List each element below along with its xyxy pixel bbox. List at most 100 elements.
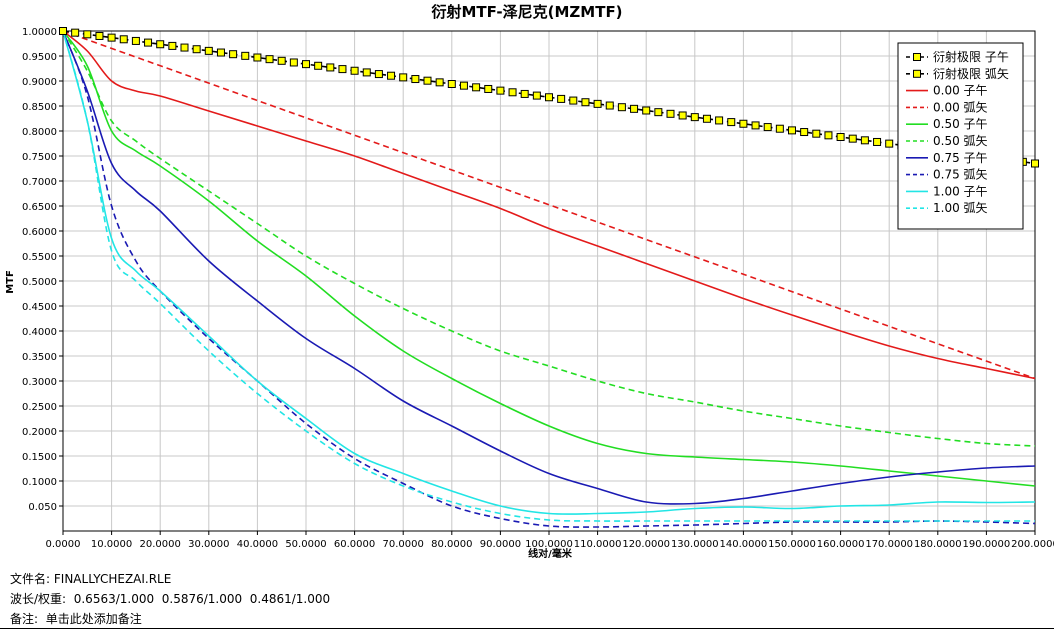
x-tick-label: 40.0000 [237, 539, 278, 550]
y-tick-label: 0.7000 [22, 177, 57, 188]
series-marker [812, 129, 821, 138]
series-marker [690, 113, 699, 122]
x-tick-label: 60.0000 [334, 539, 375, 550]
series-marker [581, 98, 590, 107]
series-marker [71, 28, 80, 37]
x-tick-label: 30.0000 [188, 539, 229, 550]
series-marker [678, 111, 687, 120]
y-tick-label: 1.0000 [22, 27, 57, 38]
series-marker [848, 134, 857, 143]
series-marker [204, 46, 213, 55]
x-tick-label: 90.0000 [480, 539, 521, 550]
series-marker [277, 56, 286, 65]
y-tick-label: 0.6500 [22, 202, 57, 213]
series-marker [399, 73, 408, 82]
file-name-label: 文件名: [10, 572, 51, 586]
x-axis-label: 线对/毫米 [528, 547, 573, 560]
x-tick-label: 190.0000 [963, 539, 1011, 550]
series-marker [95, 31, 104, 40]
y-tick-label: 0.9000 [22, 77, 57, 88]
x-tick-label: 130.0000 [671, 539, 719, 550]
series-marker [131, 36, 140, 45]
x-tick-label: 170.0000 [865, 539, 913, 550]
series-line-6 [62, 30, 1036, 505]
legend-label: 衍射极限 子午 [933, 49, 1009, 64]
series-marker [472, 83, 481, 92]
y-tick-label: 0.7500 [22, 152, 57, 163]
series-marker [885, 139, 894, 148]
x-tick-label: 50.0000 [285, 539, 326, 550]
note-value[interactable]: 单击此处添加备注 [45, 612, 142, 626]
series-marker [508, 88, 517, 97]
series-marker [484, 84, 493, 93]
y-tick-label: 0.3000 [22, 377, 57, 388]
series-marker [727, 118, 736, 127]
series-marker [180, 43, 189, 52]
series-marker [569, 96, 578, 105]
series-marker [593, 99, 602, 108]
wavelength-value: 0.6563/1.000 0.5876/1.000 0.4861/1.000 [73, 592, 331, 606]
axis-ticks: 0.0000 10.0000 20.0000 30.0000 40.0000 50.000… [22, 27, 1054, 550]
note-row[interactable]: 备注: 单击此处添加备注 [10, 610, 142, 627]
series-line-7 [62, 30, 1036, 528]
series-marker [873, 137, 882, 146]
series-marker [192, 45, 201, 54]
series-marker [630, 104, 639, 113]
series-marker [265, 55, 274, 64]
series-marker [557, 94, 566, 103]
legend-marker [913, 53, 921, 61]
series-marker [168, 41, 177, 50]
series-marker [751, 121, 760, 130]
series-marker [156, 40, 165, 49]
series-marker [144, 38, 153, 47]
series-marker [253, 53, 262, 62]
series-marker [617, 103, 626, 112]
y-tick-label: 0.5000 [22, 277, 57, 288]
x-tick-label: 100.0000 [525, 539, 573, 550]
series-marker [107, 33, 116, 42]
series-marker [326, 63, 335, 72]
x-tick-label: 20.0000 [140, 539, 181, 550]
series-marker [545, 93, 553, 102]
y-tick-label: 0.4500 [22, 302, 57, 313]
file-name-value: FINALLYCHEZAI.RLE [53, 572, 172, 586]
legend-marker [913, 69, 921, 78]
series-marker [411, 75, 420, 84]
series-marker [59, 27, 67, 35]
y-tick-label: 0.050 [28, 502, 57, 513]
legend-label: 0.00 弧矢 [933, 100, 988, 114]
series-marker [374, 70, 383, 79]
series-marker [338, 65, 347, 74]
series-marker [387, 71, 396, 80]
wavelength-label: 波长/权重: [10, 592, 67, 606]
series-marker [1031, 159, 1039, 168]
series-marker [605, 101, 614, 110]
y-tick-label: 0.2000 [22, 427, 57, 438]
series-marker [800, 128, 809, 137]
y-tick-label: 0.1000 [22, 477, 57, 488]
y-axis-label: MTF [5, 270, 16, 294]
legend-label: 1.00 子午 [933, 184, 988, 198]
series-marker [83, 30, 92, 39]
y-tick-label: 0.8000 [22, 127, 57, 138]
legend-label: 0.75 子午 [933, 151, 988, 165]
y-tick-label: 0.8500 [22, 102, 57, 113]
series-marker [423, 76, 432, 85]
series-line-9 [62, 30, 1035, 522]
x-tick-label: 120.0000 [622, 539, 670, 550]
y-tick-label: 0.4000 [22, 327, 57, 338]
series-marker [229, 50, 238, 59]
series-marker [824, 131, 833, 140]
series-marker [763, 123, 772, 132]
footer-divider [0, 628, 1054, 629]
series-marker [459, 81, 468, 90]
series-marker [362, 68, 371, 77]
series-marker [496, 86, 505, 95]
note-label: 备注: [10, 612, 39, 626]
series-marker [836, 133, 845, 141]
series-marker [350, 66, 359, 75]
legend-label: 0.50 子午 [933, 117, 988, 131]
series-marker [654, 108, 663, 117]
x-tick-label: 200.0000 [1011, 539, 1054, 550]
legend-label: 1.00 弧矢 [933, 201, 988, 215]
